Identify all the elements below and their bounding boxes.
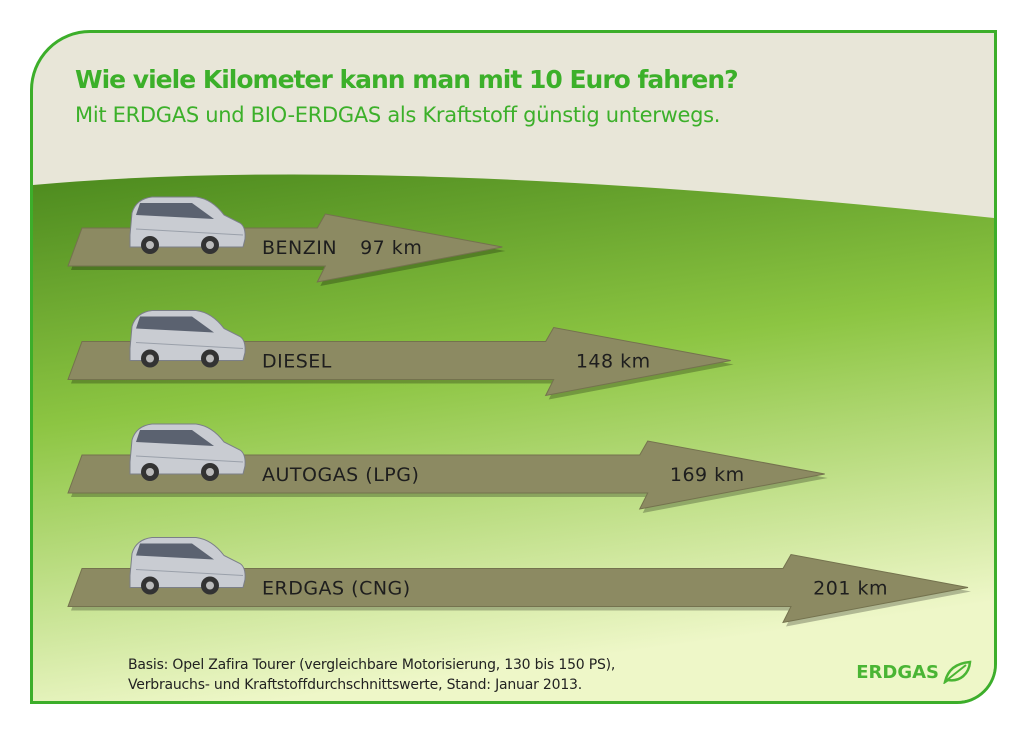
category-label: ERDGAS (CNG) xyxy=(262,578,411,600)
category-label: AUTOGAS (LPG) xyxy=(262,464,419,486)
value-label: 97 km xyxy=(360,237,422,259)
car-icon xyxy=(129,423,246,481)
category-label: DIESEL xyxy=(262,351,332,373)
page-title: Wie viele Kilometer kann man mit 10 Euro… xyxy=(75,65,739,94)
value-label: 148 km xyxy=(576,351,651,373)
car-icon xyxy=(129,537,246,595)
category-label: BENZIN xyxy=(262,237,337,259)
leaf-icon xyxy=(943,660,972,684)
car-icon xyxy=(129,310,246,368)
value-label: 169 km xyxy=(670,464,745,486)
footnote: Basis: Opel Zafira Tourer (vergleichbare… xyxy=(128,655,615,695)
car-icon xyxy=(129,196,246,254)
footnote-line: Verbrauchs- und Kraftstoffdurchschnittsw… xyxy=(128,677,582,693)
footnote-line: Basis: Opel Zafira Tourer (vergleichbare… xyxy=(128,657,616,673)
value-label: 201 km xyxy=(813,578,888,600)
erdgas-logo: ERDGAS xyxy=(856,660,972,684)
subtitle: Mit ERDGAS und BIO-ERDGAS als Kraftstoff… xyxy=(75,103,721,127)
logo-text: ERDGAS xyxy=(856,661,939,683)
